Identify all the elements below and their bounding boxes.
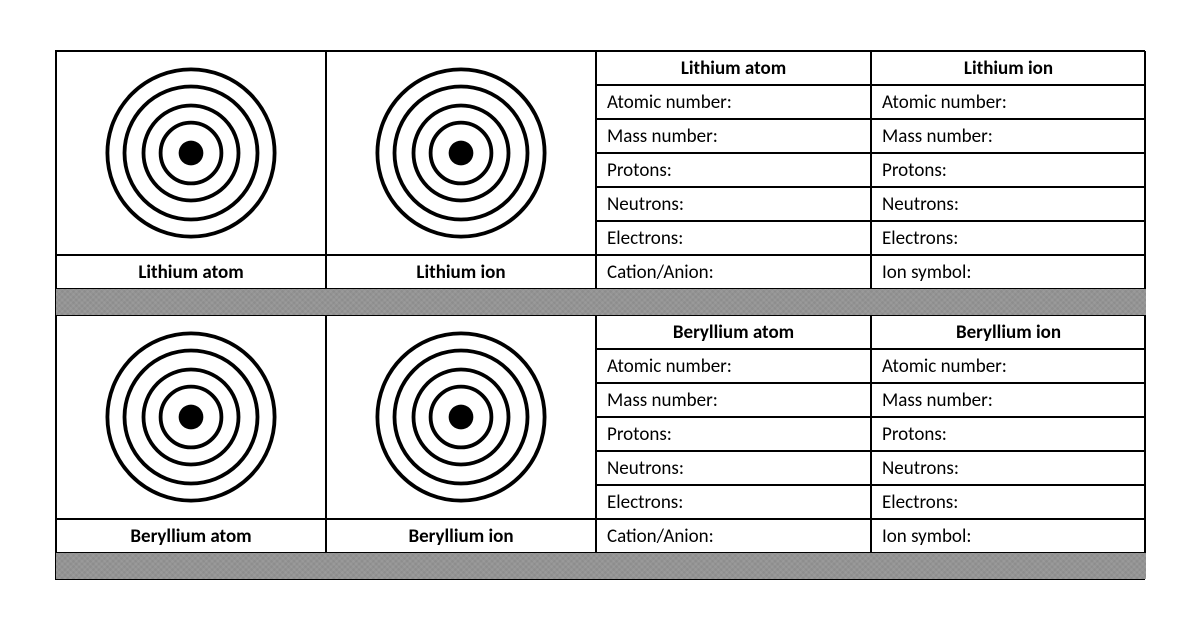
diagram-atom-0 — [56, 51, 326, 255]
atom-field: Protons: — [596, 153, 871, 187]
worksheet-sheet: Lithium atom Lithium ion Atomic number: … — [55, 50, 1145, 580]
diagram-label-atom-1: Beryllium atom — [56, 519, 326, 553]
diagram-ion-1 — [326, 315, 596, 519]
ion-field: Protons: — [871, 153, 1146, 187]
atom-field: Mass number: — [596, 119, 871, 153]
ion-field: Electrons: — [871, 221, 1146, 255]
atom-field: Mass number: — [596, 383, 871, 417]
ion-field: Neutrons: — [871, 451, 1146, 485]
rings-icon — [366, 58, 556, 248]
ion-field: Mass number: — [871, 383, 1146, 417]
diagram-label-ion-0: Lithium ion — [326, 255, 596, 289]
col-header-ion-0: Lithium ion — [871, 51, 1146, 85]
rings-icon — [366, 322, 556, 512]
ion-field: Protons: — [871, 417, 1146, 451]
atom-field: Atomic number: — [596, 349, 871, 383]
col-header-atom-0: Lithium atom — [596, 51, 871, 85]
separator-band — [56, 289, 1146, 315]
atom-field: Cation/Anion: — [596, 519, 871, 553]
ion-field: Ion symbol: — [871, 255, 1146, 289]
diagram-label-atom-0: Lithium atom — [56, 255, 326, 289]
ion-field: Ion symbol: — [871, 519, 1146, 553]
rings-icon — [96, 58, 286, 248]
atom-field: Protons: — [596, 417, 871, 451]
ion-field: Mass number: — [871, 119, 1146, 153]
diagram-atom-1 — [56, 315, 326, 519]
atom-field: Electrons: — [596, 485, 871, 519]
rings-icon — [96, 322, 286, 512]
atom-field: Cation/Anion: — [596, 255, 871, 289]
ion-field: Neutrons: — [871, 187, 1146, 221]
atom-field: Atomic number: — [596, 85, 871, 119]
ion-field: Electrons: — [871, 485, 1146, 519]
diagram-ion-0 — [326, 51, 596, 255]
col-header-atom-1: Beryllium atom — [596, 315, 871, 349]
separator-band — [56, 553, 1146, 579]
ion-field: Atomic number: — [871, 349, 1146, 383]
block-0: Lithium atom Lithium ion Atomic number: … — [56, 51, 1144, 315]
atom-field: Neutrons: — [596, 187, 871, 221]
diagram-label-ion-1: Beryllium ion — [326, 519, 596, 553]
atom-field: Electrons: — [596, 221, 871, 255]
ion-field: Atomic number: — [871, 85, 1146, 119]
col-header-ion-1: Beryllium ion — [871, 315, 1146, 349]
block-1: Beryllium atom Beryllium ion Atomic numb… — [56, 315, 1144, 579]
atom-field: Neutrons: — [596, 451, 871, 485]
